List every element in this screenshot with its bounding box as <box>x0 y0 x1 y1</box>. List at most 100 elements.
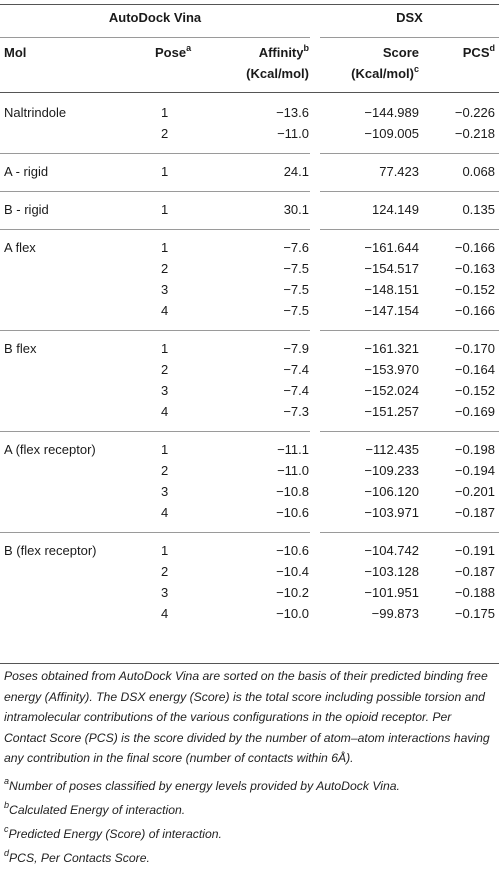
footnote-mark: b <box>4 799 10 810</box>
mol-name: A - rigid <box>4 164 49 179</box>
pcs-cell: −0.187 <box>454 564 495 579</box>
pcs-cell: −0.201 <box>454 484 495 499</box>
pcs-cell: −0.164 <box>454 362 495 377</box>
pose-cell: 4 <box>161 404 169 419</box>
pose-cell: 4 <box>161 303 169 318</box>
affinity-cell: −11.0 <box>277 463 309 478</box>
score-cell: −103.971 <box>364 505 419 520</box>
score-cell: 77.423 <box>379 164 419 179</box>
pose-cell: 1 <box>161 341 169 356</box>
group-header-dsx: DSX <box>396 10 423 25</box>
pcs-cell: −0.166 <box>454 240 495 255</box>
affinity-cell: −7.5 <box>283 282 309 297</box>
pose-cell: 1 <box>161 240 169 255</box>
header-rule <box>0 92 499 93</box>
score-cell: −151.257 <box>364 404 419 419</box>
score-cell: −112.435 <box>365 442 419 457</box>
table-caption: Poses obtained from AutoDock Vina are so… <box>4 669 490 766</box>
pcs-cell: −0.163 <box>454 261 495 276</box>
pcs-cell: −0.187 <box>454 505 495 520</box>
score-cell: −103.128 <box>364 564 419 579</box>
score-cell: −106.120 <box>364 484 419 499</box>
affinity-cell: −7.9 <box>283 341 309 356</box>
footnote-mark: d <box>4 847 10 858</box>
footnote-text: Calculated Energy of interaction. <box>9 803 186 817</box>
score-cell: −147.154 <box>364 303 419 318</box>
affinity-cell: −7.4 <box>283 362 309 377</box>
pose-cell: 2 <box>161 564 169 579</box>
mol-name: B - rigid <box>4 202 49 217</box>
pcs-cell: −0.166 <box>454 303 495 318</box>
table-bottom-rule <box>0 663 499 664</box>
mol-name: A flex <box>4 240 36 255</box>
col-header-affinity-unit: (Kcal/mol) <box>246 66 309 81</box>
group-separator <box>320 532 499 533</box>
group-separator <box>320 229 499 230</box>
affinity-cell: −10.2 <box>276 585 309 600</box>
pose-cell: 2 <box>161 362 169 377</box>
mol-name: B (flex receptor) <box>4 543 97 558</box>
affinity-cell: −7.5 <box>283 261 309 276</box>
pose-cell: 1 <box>161 105 169 120</box>
pcs-cell: −0.152 <box>454 383 495 398</box>
affinity-cell: −7.3 <box>283 404 309 419</box>
dsx-group-rule <box>320 37 499 38</box>
pcs-cell: −0.218 <box>454 126 495 141</box>
pose-cell: 1 <box>161 202 169 217</box>
affinity-cell: −11.1 <box>277 442 309 457</box>
pose-cell: 3 <box>161 282 169 297</box>
group-separator <box>320 153 499 154</box>
pose-cell: 2 <box>161 261 169 276</box>
pcs-cell: −0.198 <box>454 442 495 457</box>
score-cell: −161.644 <box>364 240 419 255</box>
score-cell: −152.024 <box>364 383 419 398</box>
pose-cell: 2 <box>161 126 169 141</box>
pose-cell: 4 <box>161 606 169 621</box>
col-header-affinity: Affinityb <box>258 42 309 60</box>
col-header-score-unit: (Kcal/mol)c <box>351 63 419 81</box>
score-cell: −154.517 <box>364 261 419 276</box>
mol-name: B flex <box>4 341 37 356</box>
footnote-item: dPCS, Per Contacts Score. <box>4 847 150 866</box>
col-header-score: Score <box>382 45 419 60</box>
footnote-text: Number of poses classified by energy lev… <box>9 779 400 793</box>
score-cell: −99.873 <box>371 606 419 621</box>
affinity-cell: −10.0 <box>276 606 309 621</box>
mol-name: A (flex receptor) <box>4 442 96 457</box>
score-cell: −153.970 <box>364 362 419 377</box>
footnote-mark: c <box>4 823 9 834</box>
pcs-cell: −0.226 <box>454 105 495 120</box>
score-cell: −161.321 <box>364 341 419 356</box>
pcs-cell: −0.188 <box>454 585 495 600</box>
pose-cell: 1 <box>161 164 169 179</box>
group-separator <box>320 330 499 331</box>
group-separator <box>0 229 310 230</box>
affinity-cell: −10.6 <box>276 505 309 520</box>
group-separator <box>0 532 310 533</box>
affinity-cell: −10.6 <box>276 543 309 558</box>
footnote-item: bCalculated Energy of interaction. <box>4 799 186 818</box>
top-rule <box>0 4 499 5</box>
pcs-cell: −0.152 <box>454 282 495 297</box>
affinity-cell: −10.8 <box>276 484 309 499</box>
footnote-text: PCS, Per Contacts Score. <box>9 851 150 865</box>
pcs-cell: −0.169 <box>454 404 495 419</box>
group-separator <box>0 153 310 154</box>
footnote-item: aNumber of poses classified by energy le… <box>4 776 400 794</box>
footnote-item: cPredicted Energy (Score) of interaction… <box>4 823 222 842</box>
pcs-cell: −0.191 <box>454 543 495 558</box>
pcs-cell: −0.194 <box>454 463 495 478</box>
score-cell: −109.005 <box>364 126 419 141</box>
affinity-cell: −7.4 <box>283 383 309 398</box>
affinity-cell: 24.1 <box>283 164 309 179</box>
pcs-cell: −0.175 <box>454 606 495 621</box>
score-cell: −101.951 <box>364 585 419 600</box>
mol-name: Naltrindole <box>4 105 67 120</box>
score-cell: −148.151 <box>364 282 419 297</box>
pose-cell: 3 <box>161 585 169 600</box>
pose-cell: 1 <box>161 442 169 457</box>
group-separator <box>0 330 310 331</box>
pose-cell: 3 <box>161 383 169 398</box>
affinity-cell: −7.6 <box>283 240 309 255</box>
